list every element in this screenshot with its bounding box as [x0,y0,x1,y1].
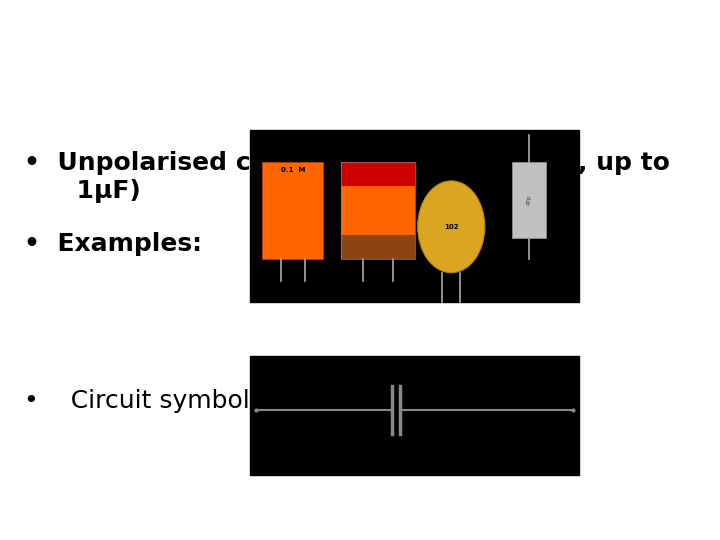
Text: 102: 102 [444,224,459,230]
FancyBboxPatch shape [341,162,415,186]
FancyBboxPatch shape [341,211,415,235]
Text: •  Examples:: • Examples: [24,232,202,256]
FancyBboxPatch shape [250,130,580,302]
Text: 0.1  M: 0.1 M [281,167,305,173]
Ellipse shape [418,181,485,273]
Text: •    Circuit symbol:: • Circuit symbol: [24,389,258,413]
FancyBboxPatch shape [341,235,415,259]
FancyBboxPatch shape [250,356,580,475]
FancyBboxPatch shape [512,162,546,238]
Text: •  Unpolarised capacitors (small values, up to
      1μF): • Unpolarised capacitors (small values, … [24,151,670,203]
FancyBboxPatch shape [262,162,323,259]
FancyBboxPatch shape [341,186,415,211]
Text: 47p: 47p [526,194,531,205]
